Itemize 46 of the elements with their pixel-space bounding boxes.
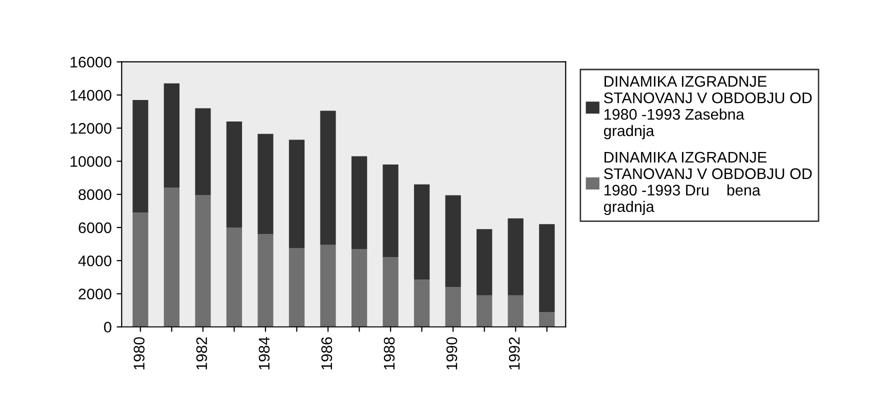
- x-tick-label: 1992: [508, 337, 520, 370]
- bar: [351, 156, 368, 250]
- bar: [539, 312, 555, 327]
- bar: [539, 224, 555, 312]
- bar: [132, 100, 148, 213]
- bar: [226, 227, 242, 327]
- bar: [195, 195, 211, 327]
- x-tick-label: 1982: [196, 337, 208, 370]
- bar: [288, 248, 305, 327]
- bar: [445, 287, 461, 327]
- bar: [476, 295, 492, 327]
- bar: [320, 244, 336, 327]
- legend-label: DINAMIKA IZGRADNJE STANOVANJ V OBDOBJU OD 1980 -1993 Zasebna gradnja: [604, 76, 812, 140]
- x-tick-label: 1988: [384, 337, 395, 370]
- y-tick-label: 4000: [78, 255, 112, 266]
- bar: [508, 218, 524, 296]
- x-tick-label: 1990: [446, 337, 458, 370]
- bar: [476, 229, 492, 296]
- bar: [258, 234, 274, 327]
- bar: [414, 184, 430, 280]
- y-tick-label: 16000: [70, 56, 112, 68]
- y-tick-label: 10000: [70, 156, 112, 167]
- x-tick-label: 1980: [134, 337, 145, 370]
- y-tick-label: 0: [104, 322, 112, 333]
- x-tick-label: 1984: [258, 337, 270, 370]
- y-tick-label: 6000: [78, 222, 112, 234]
- y-tick-label: 12000: [70, 122, 112, 134]
- bar: [508, 295, 524, 327]
- bar: [382, 164, 398, 258]
- bar: [195, 108, 211, 196]
- y-tick-label: 14000: [70, 90, 112, 101]
- bar: [288, 140, 305, 248]
- bar: [258, 134, 274, 234]
- bar: [320, 110, 336, 245]
- bar: [164, 188, 180, 327]
- y-tick-label: 8000: [78, 189, 112, 200]
- bar: [226, 121, 242, 228]
- bar: [351, 249, 368, 327]
- bar: [132, 212, 148, 327]
- bar: [414, 280, 430, 327]
- y-tick-label: 2000: [78, 288, 112, 300]
- legend-label: DINAMIKA IZGRADNJE STANOVANJ V OBDOBJU OD 1980 -1993 Dru bena gradnja: [604, 152, 812, 216]
- bar: [382, 257, 398, 327]
- bar: [164, 83, 180, 188]
- x-tick-label: 1986: [321, 337, 332, 370]
- bar: [445, 195, 461, 288]
